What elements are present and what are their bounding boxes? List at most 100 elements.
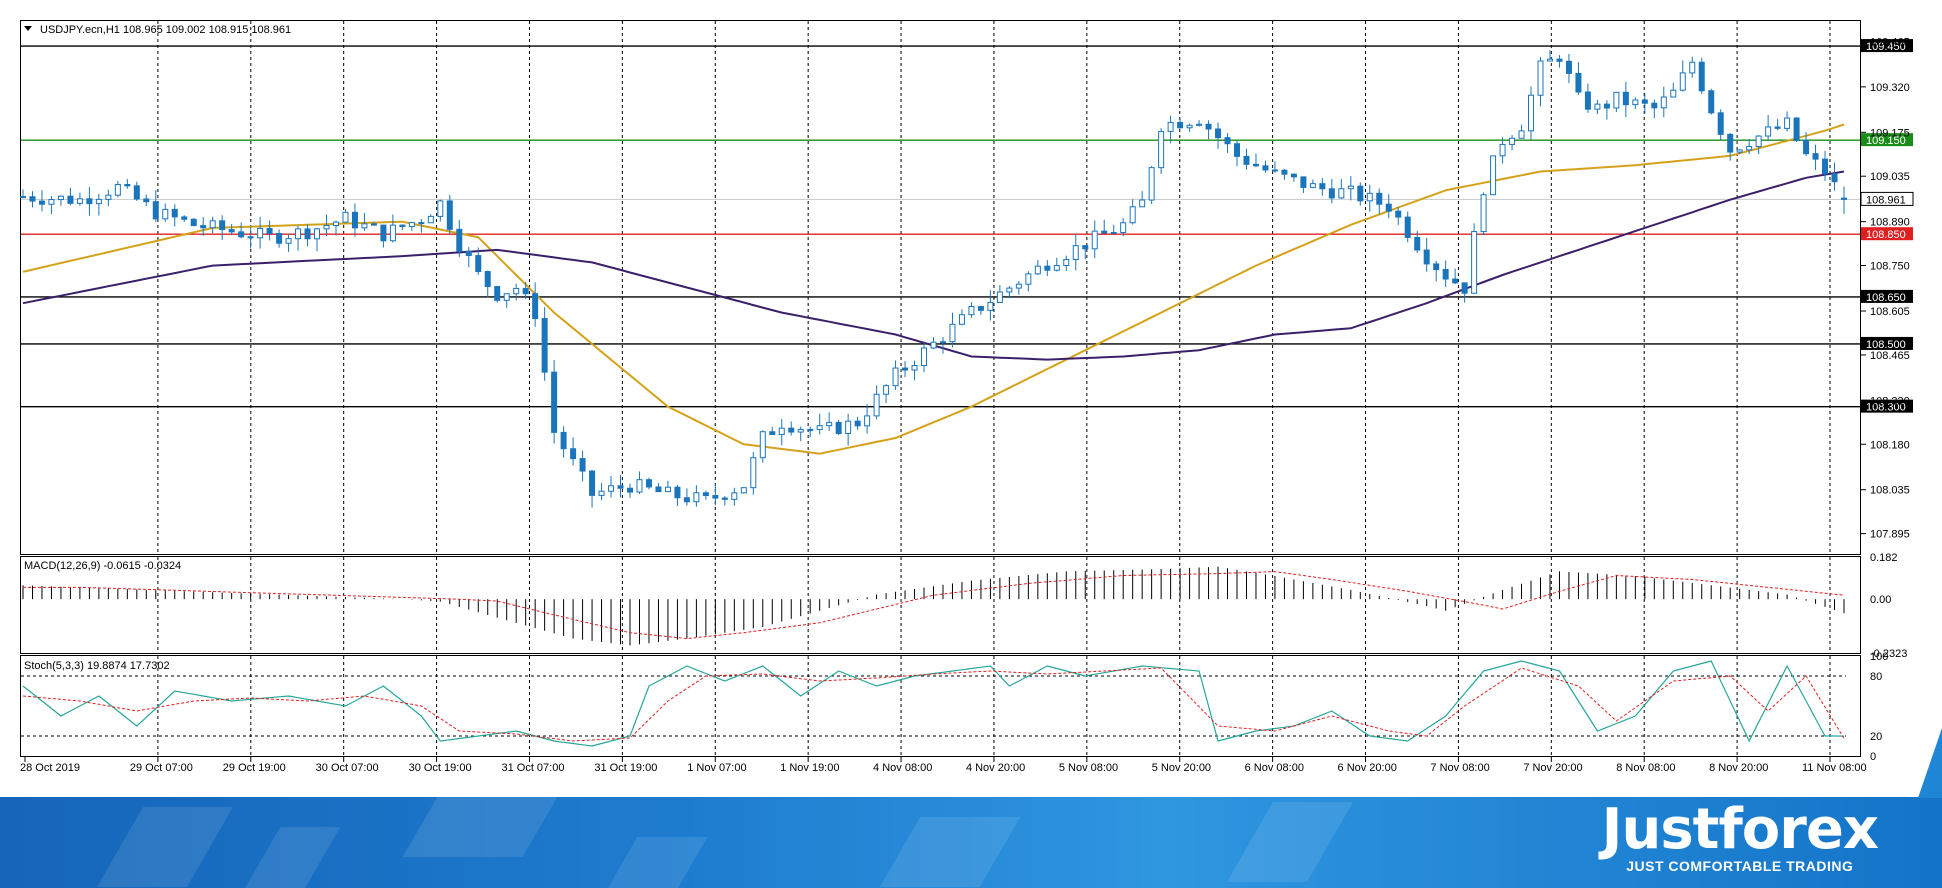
candle-bearish — [181, 216, 188, 220]
candle-bullish — [693, 492, 700, 503]
candle-bearish — [86, 198, 93, 205]
candle-bearish — [712, 495, 719, 499]
candle-bearish — [456, 228, 463, 252]
macd-tick-label: -0.2323 — [1870, 648, 1907, 660]
candle-bearish — [1433, 263, 1440, 271]
candle-bearish — [1262, 165, 1269, 171]
candle-bearish — [399, 224, 406, 227]
candlesticks — [20, 50, 1847, 508]
candle-bullish — [911, 365, 918, 371]
stoch-tick-label: 0 — [1870, 751, 1876, 763]
candle-bearish — [683, 497, 690, 503]
candle-bearish — [1101, 230, 1108, 234]
candle-bullish — [636, 479, 643, 493]
candle-bearish — [589, 470, 596, 496]
price-tick-label: 109.035 — [1870, 171, 1910, 183]
candle-bearish — [721, 497, 728, 500]
time-tick-label: 5 Nov 20:00 — [1152, 762, 1211, 774]
candle-bearish — [1319, 183, 1326, 190]
candle-bullish — [1158, 130, 1165, 169]
candle-bearish — [551, 371, 558, 433]
candle-bearish — [570, 448, 577, 460]
price-panel — [20, 20, 1861, 555]
candle-bearish — [20, 196, 26, 199]
stoch-tick-label: 80 — [1870, 671, 1882, 683]
candle-bearish — [579, 458, 586, 472]
price-level-tag — [1861, 399, 1913, 413]
candle-bullish — [342, 211, 349, 223]
candle-bullish — [1784, 117, 1791, 129]
candle-bullish — [323, 224, 330, 230]
time-tick-label: 5 Nov 08:00 — [1059, 762, 1118, 774]
dropdown-triangle-icon[interactable] — [24, 26, 32, 31]
candle-bearish — [1328, 188, 1335, 199]
candle-bearish — [1584, 91, 1591, 110]
candle-bullish — [295, 228, 302, 240]
candle-bullish — [1120, 222, 1127, 233]
candle-bullish — [1148, 167, 1155, 201]
candle-bearish — [1452, 278, 1459, 284]
candle-bearish — [854, 420, 861, 427]
macd-tick-label: 0.182 — [1870, 552, 1898, 564]
candle-bullish — [105, 194, 112, 200]
candle-bullish — [1186, 124, 1193, 129]
candle-bearish — [1565, 60, 1572, 74]
macd-panel — [20, 556, 1861, 654]
candle-bullish — [209, 220, 216, 229]
brand-tagline: JUST COMFORTABLE TRADING — [1626, 858, 1854, 874]
price-tick-label: 109.320 — [1870, 82, 1910, 94]
candle-bearish — [1290, 173, 1297, 178]
time-tick-label: 1 Nov 07:00 — [687, 762, 746, 774]
stoch-panel — [20, 655, 1861, 757]
candle-bullish — [257, 227, 264, 239]
candle-bearish — [1385, 203, 1392, 212]
chart-canvas: 109.450 109.150 108.850 108.650 108.500 108.3… — [20, 20, 1914, 774]
candle-bearish — [152, 201, 159, 220]
candle-bullish — [759, 431, 766, 459]
candle-bullish — [797, 428, 804, 433]
candle-bearish — [1243, 155, 1250, 165]
candle-bullish — [1746, 145, 1753, 151]
candle-bullish — [731, 492, 738, 500]
candle-bullish — [162, 208, 169, 220]
candle-bullish — [987, 301, 994, 311]
time-tick-label: 1 Nov 19:00 — [780, 762, 839, 774]
candle-bearish — [1082, 245, 1089, 250]
candle-bearish — [674, 486, 681, 499]
candle-bearish — [1395, 210, 1402, 218]
candle-bullish — [1129, 206, 1136, 224]
candle-bullish — [1755, 135, 1762, 147]
stoch-signal-line — [22, 667, 1845, 742]
brand-logo[interactable]: Justforex JUST COMFORTABLE TRADING — [1601, 797, 1879, 875]
candle-bullish — [1072, 245, 1079, 260]
price-level-tag-label: 109.450 — [1866, 41, 1906, 53]
candle-bearish — [200, 225, 207, 229]
time-tick-label: 31 Oct 19:00 — [594, 762, 657, 774]
candle-bullish — [1034, 265, 1041, 275]
candle-bullish — [1366, 192, 1373, 202]
candle-bearish — [1281, 169, 1288, 175]
candle-bearish — [1841, 197, 1847, 200]
candle-bearish — [465, 250, 472, 257]
candle-bullish — [968, 305, 975, 316]
candle-bullish — [1006, 287, 1013, 293]
candle-bullish — [1765, 126, 1772, 137]
candle-bullish — [996, 291, 1003, 303]
candle-bearish — [446, 200, 453, 230]
brand-name: Justforex — [1601, 797, 1879, 862]
candle-bearish — [1556, 58, 1563, 62]
candle-bearish — [1803, 139, 1810, 155]
candle-bearish — [835, 421, 842, 435]
price-tick-label: 108.465 — [1870, 350, 1910, 362]
stoch-tick-label: 100 — [1870, 651, 1888, 663]
candle-bearish — [1044, 265, 1051, 271]
candle-bearish — [1812, 153, 1819, 160]
candle-bullish — [826, 421, 833, 427]
candle-bullish — [1613, 91, 1620, 109]
time-tick-label: 31 Oct 07:00 — [501, 762, 564, 774]
time-tick-label: 6 Nov 20:00 — [1338, 762, 1397, 774]
candle-bullish — [437, 200, 444, 217]
candle-bearish — [655, 486, 662, 493]
candle-bearish — [1205, 123, 1212, 130]
macd-label: MACD(12,26,9) -0.0615 -0.0324 — [24, 560, 181, 572]
